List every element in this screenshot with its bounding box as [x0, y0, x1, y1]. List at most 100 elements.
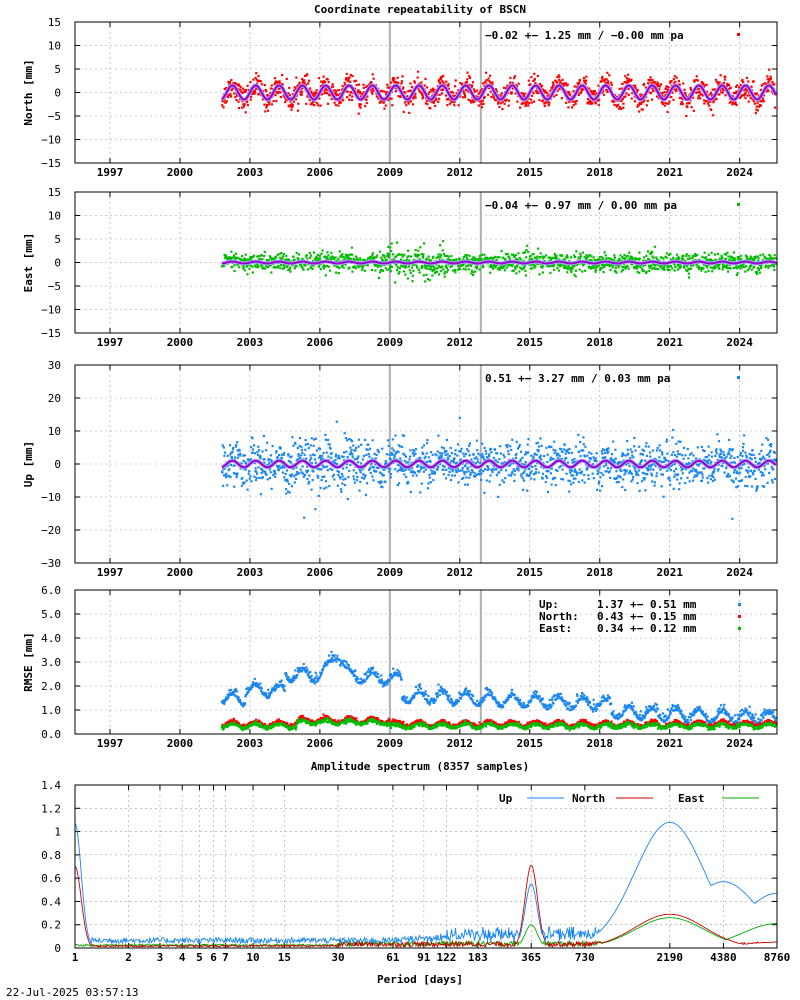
data-point [307, 79, 311, 82]
data-point [404, 273, 407, 276]
data-point [325, 87, 328, 90]
data-point [647, 258, 650, 261]
data-point [498, 471, 501, 474]
data-point [434, 272, 437, 275]
data-point [750, 263, 753, 266]
data-point [394, 255, 397, 258]
y-tick-label: −20 [41, 524, 61, 537]
plot-frame [74, 21, 778, 164]
data-point [683, 266, 686, 269]
data-point [457, 469, 461, 472]
data-point [311, 103, 314, 106]
data-point [288, 268, 291, 271]
data-point [304, 83, 308, 87]
data-point [276, 464, 279, 467]
data-point [567, 265, 570, 268]
data-point [258, 92, 261, 95]
data-point [471, 81, 475, 84]
y-tick-label: −15 [41, 157, 61, 170]
data-point [251, 265, 254, 268]
data-point [613, 254, 616, 257]
data-point [355, 446, 358, 450]
data-point [543, 255, 546, 259]
data-point [567, 479, 570, 482]
data-point [313, 104, 316, 107]
data-point [564, 259, 567, 262]
data-point [434, 104, 437, 108]
data-point [429, 259, 433, 262]
data-point [539, 456, 542, 459]
data-point [518, 443, 521, 447]
data-point [769, 255, 772, 258]
data-point [569, 256, 573, 259]
data-point [474, 265, 478, 269]
data-point [473, 100, 476, 103]
data-point [658, 85, 661, 88]
data-point [285, 77, 288, 81]
data-point [624, 454, 627, 457]
data-point [552, 83, 555, 86]
data-point [593, 92, 596, 96]
data-point [267, 265, 270, 268]
data-point [458, 258, 461, 261]
data-point [604, 254, 607, 257]
data-point [479, 454, 482, 457]
data-point [444, 449, 447, 452]
data-point [368, 467, 371, 470]
data-point [392, 78, 395, 82]
data-point [715, 97, 718, 101]
data-point [507, 452, 510, 456]
data-point [657, 459, 660, 462]
data-point [594, 457, 597, 460]
data-point [255, 78, 258, 81]
data-point [382, 474, 385, 477]
data-point [276, 466, 280, 469]
data-point [460, 477, 464, 481]
data-point [605, 263, 608, 266]
data-point [427, 456, 430, 459]
data-point [651, 79, 654, 82]
data-point [240, 462, 243, 465]
data-point [545, 476, 549, 479]
data-point [626, 452, 630, 455]
data-point [466, 71, 469, 74]
data-point [243, 481, 246, 484]
data-point [264, 267, 267, 270]
data-point [292, 444, 295, 447]
data-point [626, 254, 629, 258]
data-point [265, 449, 268, 452]
data-point [379, 268, 383, 272]
data-point [228, 82, 231, 85]
data-point [491, 81, 494, 84]
data-point [341, 253, 344, 256]
data-point [716, 81, 719, 84]
data-point [333, 264, 336, 267]
data-point [283, 476, 286, 479]
data-point [310, 264, 314, 267]
data-point [531, 465, 534, 469]
data-point [749, 264, 752, 268]
data-point [561, 254, 564, 257]
data-point [395, 241, 398, 244]
data-point [429, 450, 433, 454]
data-point [238, 84, 241, 87]
data-point [628, 464, 631, 468]
data-point [644, 489, 647, 492]
data-point [651, 480, 654, 483]
data-point [603, 251, 606, 254]
data-point [338, 101, 341, 105]
data-point [653, 484, 656, 487]
data-point [768, 68, 771, 71]
data-point [564, 82, 568, 85]
data-point [724, 75, 727, 78]
data-point [714, 266, 717, 269]
data-point [239, 467, 242, 470]
data-point [573, 273, 576, 276]
data-point [723, 78, 727, 81]
data-point [713, 267, 716, 270]
data-point [521, 101, 524, 104]
data-point [358, 257, 362, 260]
data-point [340, 88, 344, 91]
data-point [374, 463, 377, 466]
data-point [488, 256, 492, 260]
